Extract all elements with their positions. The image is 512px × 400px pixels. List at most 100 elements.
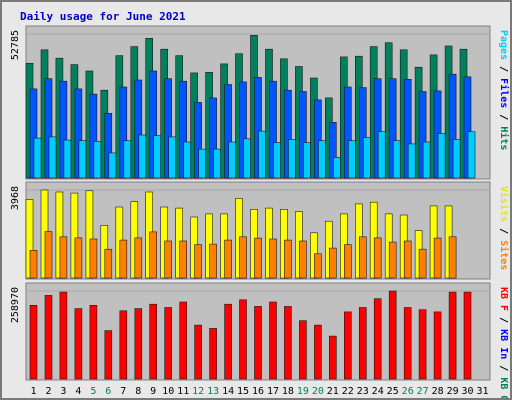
hits-files-pages-bar-pages-3 — [63, 139, 72, 179]
hits-files-pages-bar-pages-27 — [422, 141, 431, 179]
visits-sites-bar-sites-6 — [104, 248, 113, 279]
visits-sites-bar-sites-11 — [179, 240, 187, 279]
x-tick-label-14: 14 — [222, 386, 234, 397]
kbytes-bar-kb-f-9 — [149, 303, 157, 380]
hits-files-pages-bar-pages-15 — [243, 138, 251, 179]
visits-sites-bar-visits-4 — [70, 192, 79, 279]
hits-files-pages-bar-files-7 — [119, 86, 128, 179]
hits-files-pages-bar-files-25 — [388, 78, 397, 179]
x-tick-label-3: 3 — [60, 386, 66, 397]
kbytes-series-label-part-3: / — [498, 359, 509, 377]
hits-files-pages-bar-pages-4 — [78, 140, 87, 179]
x-tick-label-23: 23 — [357, 386, 369, 397]
hits-files-pages-bar-files-3 — [59, 80, 68, 179]
hits-files-pages-panel: 52785 Pages / Files / Hits — [10, 25, 510, 180]
visits-sites-bar-sites-12 — [194, 244, 202, 279]
hits-files-pages-bar-pages-1 — [33, 137, 42, 179]
kbytes-bar-kb-f-21 — [328, 335, 337, 380]
visits-sites-bar-sites-22 — [343, 244, 352, 279]
hits-files-pages-bar-pages-6 — [108, 152, 117, 179]
kbytes-bar-kb-f-7 — [119, 310, 128, 380]
kbytes-bar-kb-f-13 — [209, 328, 217, 380]
x-tick-label-28: 28 — [432, 386, 444, 397]
visits-sites-bar-sites-19 — [299, 240, 307, 279]
visits-sites-bar-sites-27 — [418, 248, 427, 279]
visits-sites-bar-sites-7 — [119, 239, 128, 279]
x-tick-label-9: 9 — [150, 386, 156, 397]
visits-sites-panel: 3968 Visits / Sites — [10, 181, 510, 280]
visits-sites-bar-sites-24 — [373, 237, 382, 279]
x-tick-label-18: 18 — [282, 386, 294, 397]
hits-files-pages-bar-files-21 — [328, 122, 337, 179]
kbytes-bar-kb-f-8 — [134, 308, 143, 380]
kbytes-bar-kb-f-26 — [403, 307, 412, 380]
hits-files-pages-bar-pages-26 — [407, 143, 416, 179]
x-tick-label-15: 15 — [237, 386, 249, 397]
kbytes-series-label-part-1: / — [498, 311, 509, 329]
x-tick-label-10: 10 — [162, 386, 174, 397]
kbytes-series-label-part-4: KB Out — [498, 377, 509, 398]
hits-files-pages-bar-files-18 — [284, 89, 292, 179]
hits-files-pages-series-label-part-3: / — [498, 108, 509, 126]
visits-sites-bar-visits-5 — [85, 190, 94, 279]
kbytes-bar-kb-f-18 — [284, 306, 292, 380]
hits-files-pages-bar-files-23 — [358, 87, 367, 179]
x-tick-label-13: 13 — [207, 386, 219, 397]
visits-sites-series-label: Visits / Sites — [498, 186, 510, 270]
hits-files-pages-bar-pages-23 — [362, 137, 371, 179]
hits-files-pages-bar-pages-21 — [332, 157, 341, 179]
hits-files-pages-bar-pages-11 — [183, 141, 191, 179]
hits-files-pages-bar-files-6 — [104, 113, 113, 179]
visits-sites-bar-sites-14 — [224, 239, 232, 279]
hits-files-pages-bar-pages-13 — [213, 148, 221, 179]
visits-sites-bar-sites-3 — [59, 236, 68, 279]
hits-files-pages-bar-files-16 — [254, 77, 262, 179]
hits-files-pages-bar-files-4 — [74, 88, 83, 179]
visits-sites-bar-sites-21 — [328, 247, 337, 279]
visits-sites-bar-sites-18 — [284, 239, 292, 279]
x-tick-label-31: 31 — [476, 386, 488, 397]
hits-files-pages-bar-pages-17 — [273, 142, 281, 179]
kbytes-panel: 258970 KB F / KB In / KB Out — [10, 282, 509, 398]
x-tick-label-6: 6 — [105, 386, 111, 397]
visits-sites-bar-sites-8 — [134, 237, 143, 279]
visits-sites-bar-sites-4 — [74, 237, 83, 279]
kbytes-bar-kb-f-24 — [373, 298, 382, 380]
hits-files-pages-bar-files-1 — [29, 88, 38, 179]
hits-files-pages-series-label-part-1: / — [498, 60, 509, 78]
hits-files-pages-bar-files-27 — [418, 91, 427, 179]
visits-sites-bar-sites-29 — [448, 236, 457, 279]
hits-files-pages-bar-pages-14 — [228, 141, 236, 179]
visits-sites-bar-visits-1 — [25, 199, 34, 279]
hits-files-pages-bar-files-11 — [179, 80, 187, 179]
hits-files-pages-bar-files-22 — [343, 86, 352, 179]
visits-sites-bar-sites-1 — [29, 250, 38, 279]
kbytes-bar-kb-f-12 — [194, 324, 202, 380]
hits-files-pages-bar-pages-10 — [168, 136, 176, 179]
hits-files-pages-bar-files-13 — [209, 97, 217, 179]
kbytes-bar-kb-f-16 — [254, 306, 262, 380]
visits-sites-bar-sites-23 — [358, 236, 367, 279]
hits-files-pages-bar-pages-20 — [318, 140, 326, 179]
hits-files-pages-bar-files-15 — [239, 81, 247, 179]
x-tick-label-11: 11 — [177, 386, 189, 397]
hits-files-pages-bar-pages-9 — [153, 135, 161, 179]
x-tick-label-17: 17 — [267, 386, 279, 397]
chart-title: Daily usage for June 2021 — [20, 10, 186, 23]
hits-files-pages-series-label-part-4: Hits — [498, 126, 510, 150]
visits-sites-bar-sites-17 — [269, 238, 277, 279]
kbytes-series-label-part-0: KB F — [498, 287, 509, 311]
x-tick-label-24: 24 — [372, 386, 384, 397]
x-axis-day-labels: 1 2 3 4 5 6 7 8 9 10 11 12 13 14 15 16 17 18 19 20 21 22 23 24 2… — [30, 386, 488, 397]
kbytes-bar-kb-f-25 — [388, 290, 397, 380]
hits-files-pages-bar-pages-18 — [288, 139, 296, 179]
kbytes-bar-kb-f-28 — [433, 311, 442, 380]
x-tick-label-12: 12 — [192, 386, 204, 397]
kbytes-bar-kb-f-4 — [74, 308, 83, 380]
x-tick-label-27: 27 — [417, 386, 429, 397]
kbytes-bar-kb-f-15 — [239, 299, 247, 380]
visits-sites-bar-sites-2 — [44, 231, 53, 279]
hits-files-pages-bar-pages-2 — [48, 136, 57, 179]
kbytes-bar-kb-f-5 — [89, 304, 98, 380]
